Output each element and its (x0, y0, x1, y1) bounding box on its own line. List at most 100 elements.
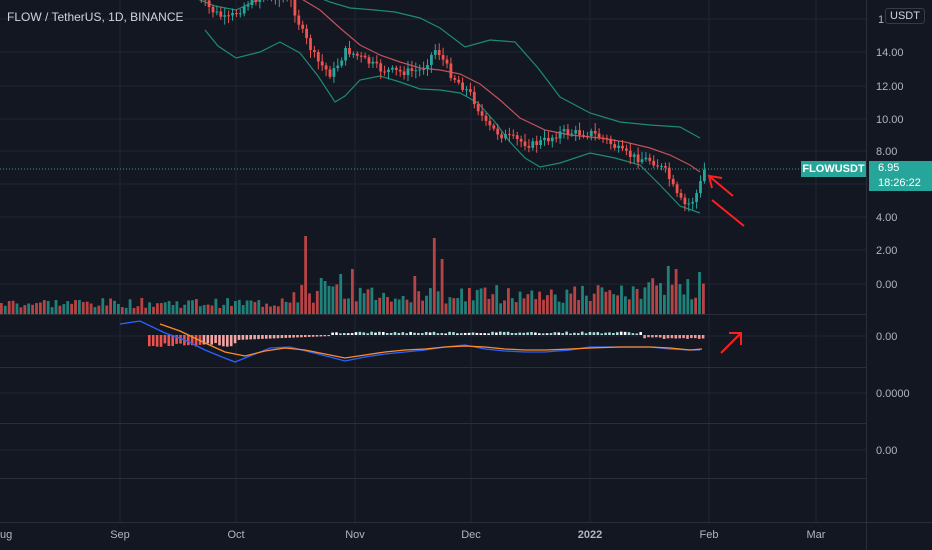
candle-body (593, 130, 597, 134)
candle-body (531, 141, 535, 148)
candle-body (426, 64, 429, 70)
macd-histogram-bar (674, 335, 678, 339)
macd-axis[interactable]: 0.00 (876, 331, 897, 343)
candle-body (391, 67, 394, 70)
macd-histogram-bar (502, 331, 506, 335)
volume-bar (432, 238, 436, 314)
macd-histogram-bar (249, 335, 252, 340)
candle-body (621, 145, 624, 149)
volume-bar (471, 300, 475, 314)
bar-countdown: 18:26:22 (878, 177, 921, 189)
macd-histogram-bar (530, 331, 533, 335)
volume-bar (163, 302, 167, 314)
volume-bar (280, 298, 284, 314)
candle-body (246, 5, 250, 7)
macd-histogram-bar (678, 335, 681, 339)
volume-bar (27, 303, 31, 314)
macd-histogram-bar (682, 335, 685, 339)
price-axis-label: 10.00 (876, 114, 904, 126)
macd-histogram-bar (202, 335, 206, 345)
macd-histogram-bar (327, 335, 330, 337)
volume-bar (460, 288, 463, 314)
volume-bar (468, 288, 471, 314)
candle-body (309, 38, 312, 51)
candle-body (515, 135, 519, 140)
candle-body (527, 145, 531, 148)
volume-bar (608, 290, 612, 314)
macd-histogram-bar (417, 332, 420, 335)
volume-bar (15, 303, 19, 314)
macd-histogram-bar (229, 335, 233, 347)
candle-body (348, 47, 351, 55)
macd-histogram-bar (245, 335, 249, 340)
time-axis-label: Oct (227, 529, 244, 541)
candle-body (336, 65, 340, 69)
candle-body (703, 169, 706, 182)
candle-body (227, 15, 230, 17)
macd-histogram-bar (389, 332, 393, 335)
macd-histogram-bar (444, 333, 447, 335)
volume-bar (308, 293, 311, 314)
volume-bar (596, 285, 600, 314)
candle-body (207, 0, 211, 7)
time-axis-label-year: 2022 (578, 529, 602, 541)
volume-bar (452, 298, 456, 314)
macd-histogram-bar (499, 331, 502, 335)
volume-bar (66, 301, 70, 314)
volume-bar (58, 305, 62, 314)
candle-body (250, 0, 254, 6)
volume-bar (510, 298, 514, 314)
volume-bar (171, 304, 175, 314)
candle-body (613, 144, 617, 148)
macd-histogram-bar (148, 335, 151, 347)
price-axis[interactable]: 1 14.00 12.00 10.00 8.00 4.00 2.00 0.00 (876, 14, 904, 291)
macd-histogram-bar (272, 335, 276, 339)
volume-bar (237, 299, 241, 314)
volume-bar (690, 299, 694, 314)
bollinger-lower-band (204, 29, 701, 214)
volume-bar (226, 298, 229, 314)
volume-bar (120, 307, 124, 314)
macd-histogram-bar (421, 333, 424, 335)
volume-bar (50, 307, 54, 314)
volume-bar (159, 303, 163, 314)
annotation-arrow-price[interactable] (707, 174, 745, 227)
volume-bar (417, 291, 421, 314)
candle-body (476, 104, 480, 112)
macd-histogram-bar (487, 333, 490, 335)
pane3-axis[interactable]: 0.0000 (876, 388, 910, 400)
candle-body (488, 120, 492, 126)
macd-histogram-bar (190, 335, 194, 346)
candle-body (402, 71, 406, 75)
volume-bar (522, 298, 526, 314)
pane4-axis[interactable]: 0.00 (876, 445, 897, 457)
candle-body (492, 125, 496, 129)
candle-body (469, 89, 472, 92)
macd-histogram-bar (651, 335, 654, 338)
macd-histogram-bar (631, 333, 635, 335)
bollinger-bands (198, 0, 701, 214)
candle-body (367, 57, 371, 64)
volume-bar (113, 300, 116, 314)
volume-bar (148, 302, 151, 314)
volume-bar (241, 305, 245, 314)
time-axis[interactable]: ug Sep Oct Nov Dec 2022 Feb Mar (0, 529, 826, 541)
annotation-arrow-macd[interactable] (720, 332, 742, 354)
currency-badge[interactable]: USDT (885, 8, 925, 24)
macd-histogram-bar (300, 335, 303, 338)
symbol-title[interactable]: FLOW / TetherUS, 1D, BINANCE (7, 10, 184, 24)
candle-body (453, 78, 457, 80)
macd-histogram (148, 331, 705, 347)
volume-bar (39, 302, 42, 314)
volume-bar (93, 307, 97, 314)
macd-histogram-bar (619, 331, 623, 335)
macd-histogram-bar (479, 333, 483, 335)
macd-histogram-bar (401, 332, 405, 335)
volume-bar (702, 283, 705, 314)
volume-bar (655, 285, 658, 314)
candle-body (675, 184, 679, 194)
macd-histogram-bar (463, 332, 467, 335)
